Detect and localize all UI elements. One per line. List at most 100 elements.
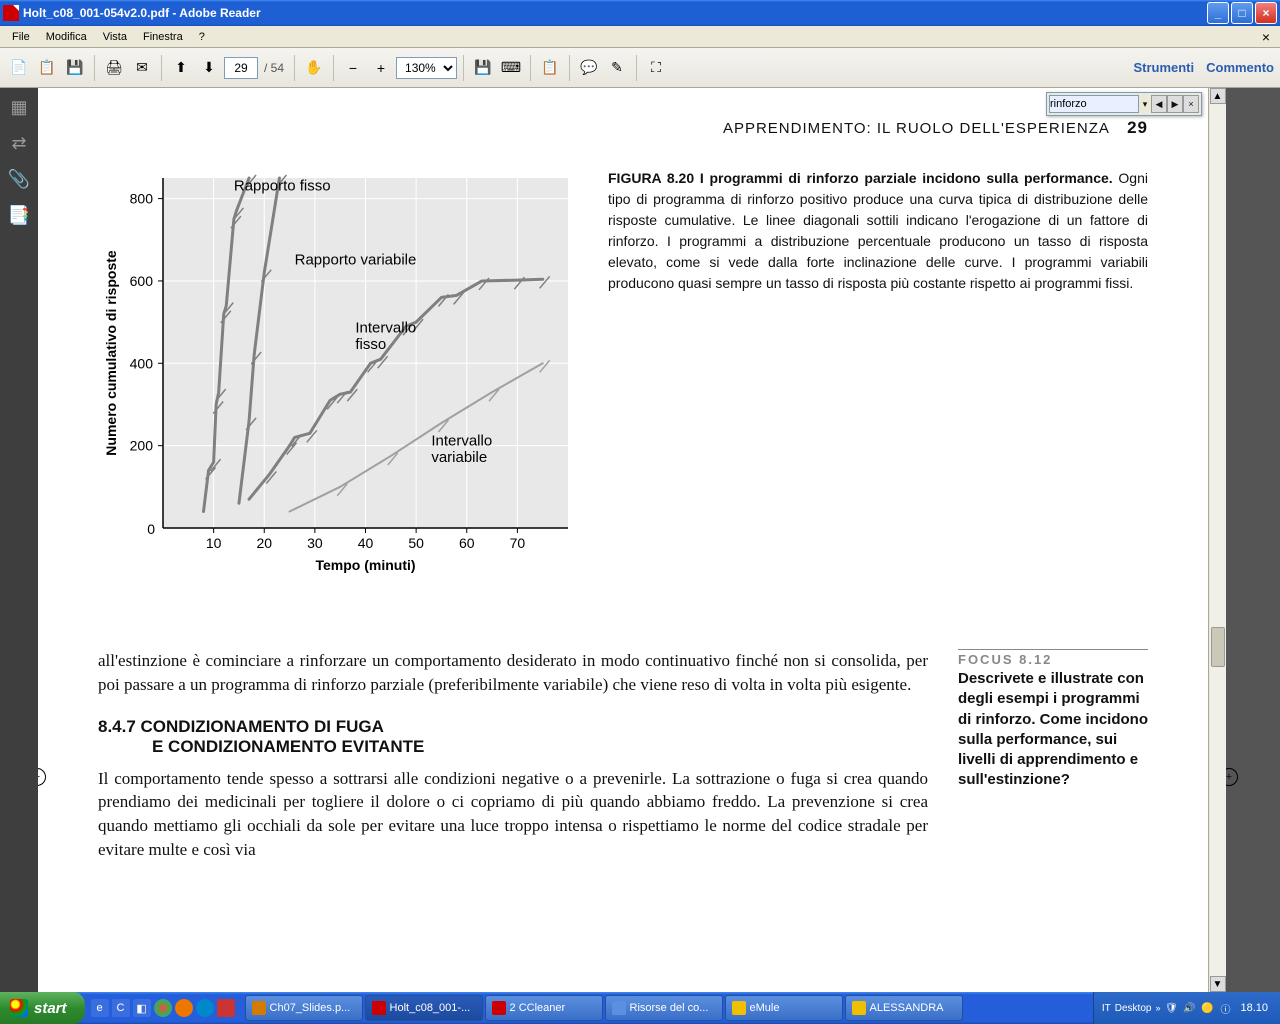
menu-modifica[interactable]: Modifica (38, 29, 95, 45)
clock[interactable]: 18.10 (1236, 1002, 1272, 1014)
figure-caption: FIGURA 8.20 I programmi di rinforzo parz… (608, 168, 1148, 613)
ql-desktop-icon[interactable]: ◧ (133, 999, 151, 1017)
task-item[interactable]: 2 CCleaner (485, 995, 603, 1021)
svg-text:30: 30 (307, 535, 323, 551)
attachments-icon[interactable]: 📎 (8, 168, 30, 190)
tray-expand-icon[interactable]: » (1155, 1003, 1160, 1013)
task-label: Holt_c08_001-... (390, 1002, 471, 1014)
thumbnails-icon[interactable]: ▦ (8, 96, 30, 118)
lang-indicator[interactable]: IT (1102, 1003, 1111, 1014)
scroll-up-button[interactable]: ▲ (1210, 88, 1226, 104)
menu-help[interactable]: ? (191, 29, 213, 45)
quick-launch: e C ◧ (85, 999, 241, 1017)
tray-volume-icon[interactable]: 🔊 (1182, 1001, 1196, 1015)
typewriter-icon[interactable]: ⌨ (498, 55, 524, 81)
tray-network-icon[interactable]: 🟡 (1200, 1001, 1214, 1015)
ql-explorer-icon[interactable]: C (112, 999, 130, 1017)
zoom-select[interactable]: 130% (396, 57, 457, 79)
scroll-thumb[interactable] (1211, 627, 1225, 667)
scroll-track[interactable] (1210, 104, 1226, 976)
task-item[interactable]: ALESSANDRA (845, 995, 963, 1021)
heading-line1: 8.4.7 CONDIZIONAMENTO DI FUGA (98, 717, 384, 736)
zoom-in-button[interactable]: + (368, 55, 394, 81)
svg-text:variabile: variabile (431, 449, 487, 466)
svg-text:40: 40 (358, 535, 374, 551)
crop-mark-left-icon (38, 768, 46, 786)
task-icon (612, 1001, 626, 1015)
task-icon (372, 1001, 386, 1015)
task-item[interactable]: Risorse del co... (605, 995, 723, 1021)
read-mode-icon[interactable]: ⛶ (643, 55, 669, 81)
create-pdf-icon[interactable]: 📋 (34, 55, 60, 81)
page-down-button[interactable]: ⬇ (196, 55, 222, 81)
task-item[interactable]: Holt_c08_001-... (365, 995, 483, 1021)
commento-button[interactable]: Commento (1206, 60, 1274, 75)
ql-firefox-icon[interactable] (175, 999, 193, 1017)
save-copy-icon[interactable]: 💾 (470, 55, 496, 81)
page-content: ▾ ◀ ▶ × APPRENDIMENTO: IL RUOLO DELL'ESP… (38, 88, 1208, 992)
find-next-button[interactable]: ▶ (1167, 95, 1183, 113)
zoom-out-button[interactable]: − (340, 55, 366, 81)
body-paragraph-2: Il comportamento tende spesso a sottrars… (98, 767, 928, 862)
task-icon (252, 1001, 266, 1015)
export-pdf-icon[interactable]: 📄 (6, 55, 32, 81)
hand-tool-icon[interactable]: ✋ (301, 55, 327, 81)
header-page-number: 29 (1127, 118, 1148, 137)
focus-body: Descrivete e illustrate con degli esempi… (958, 669, 1148, 791)
menu-finestra[interactable]: Finestra (135, 29, 191, 45)
scroll-down-button[interactable]: ▼ (1210, 976, 1226, 992)
ql-app-icon[interactable] (217, 999, 235, 1017)
print-icon[interactable]: 🖨 (101, 55, 127, 81)
task-label: eMule (750, 1002, 780, 1014)
signatures-icon[interactable]: 📑 (8, 204, 30, 226)
comment-icon[interactable]: 💬 (576, 55, 602, 81)
email-icon[interactable]: ✉ (129, 55, 155, 81)
find-prev-button[interactable]: ◀ (1151, 95, 1167, 113)
main-area: ▦ ⇄ 📎 📑 ▾ ◀ ▶ × APPRENDIMENTO: IL RUOLO … (0, 88, 1280, 992)
window-title: Holt_c08_001-054v2.0.pdf - Adobe Reader (23, 6, 261, 20)
page-number-input[interactable] (224, 57, 258, 79)
svg-text:60: 60 (459, 535, 475, 551)
svg-text:0: 0 (147, 521, 155, 537)
ql-ie-icon[interactable]: e (91, 999, 109, 1017)
svg-text:Intervallo: Intervallo (355, 319, 416, 336)
svg-text:Rapporto variabile: Rapporto variabile (295, 251, 417, 268)
find-input[interactable] (1049, 95, 1139, 113)
svg-text:70: 70 (510, 535, 526, 551)
desktop-toolbar[interactable]: Desktop (1115, 1003, 1152, 1014)
maximize-button[interactable]: □ (1231, 2, 1253, 24)
close-document-button[interactable]: × (1256, 29, 1276, 45)
svg-text:fisso: fisso (355, 336, 386, 353)
header-text: APPRENDIMENTO: IL RUOLO DELL'ESPERIENZA (723, 120, 1110, 137)
ql-wmp-icon[interactable] (196, 999, 214, 1017)
task-label: ALESSANDRA (870, 1002, 944, 1014)
pdf-icon (3, 5, 19, 21)
strumenti-button[interactable]: Strumenti (1133, 60, 1194, 75)
bookmarks-icon[interactable]: ⇄ (8, 132, 30, 154)
close-button[interactable]: × (1255, 2, 1277, 24)
tray-info-icon[interactable]: ⓘ (1218, 1001, 1232, 1015)
ql-chrome-icon[interactable] (154, 999, 172, 1017)
svg-text:10: 10 (206, 535, 222, 551)
task-label: Risorse del co... (630, 1002, 709, 1014)
svg-text:20: 20 (256, 535, 272, 551)
snapshot-icon[interactable]: 📋 (537, 55, 563, 81)
find-close-button[interactable]: × (1183, 95, 1199, 113)
find-dropdown-icon[interactable]: ▾ (1139, 99, 1151, 110)
body-paragraph-1: all'estinzione è cominciare a rinforzare… (98, 649, 928, 697)
highlight-icon[interactable]: ✎ (604, 55, 630, 81)
system-tray: IT Desktop » 🛡 🔊 🟡 ⓘ 18.10 (1093, 992, 1280, 1024)
tray-shield-icon[interactable]: 🛡 (1164, 1001, 1178, 1015)
menu-file[interactable]: File (4, 29, 38, 45)
nav-pane: ▦ ⇄ 📎 📑 (0, 88, 38, 992)
save-icon[interactable]: 💾 (62, 55, 88, 81)
menu-vista[interactable]: Vista (95, 29, 135, 45)
svg-text:Tempo (minuti): Tempo (minuti) (315, 557, 415, 573)
svg-text:200: 200 (130, 438, 154, 454)
caption-rest: Ogni tipo di programma di rinforzo posit… (608, 170, 1148, 291)
start-button[interactable]: start (0, 992, 85, 1024)
task-item[interactable]: Ch07_Slides.p... (245, 995, 363, 1021)
page-up-button[interactable]: ⬆ (168, 55, 194, 81)
minimize-button[interactable]: _ (1207, 2, 1229, 24)
task-item[interactable]: eMule (725, 995, 843, 1021)
